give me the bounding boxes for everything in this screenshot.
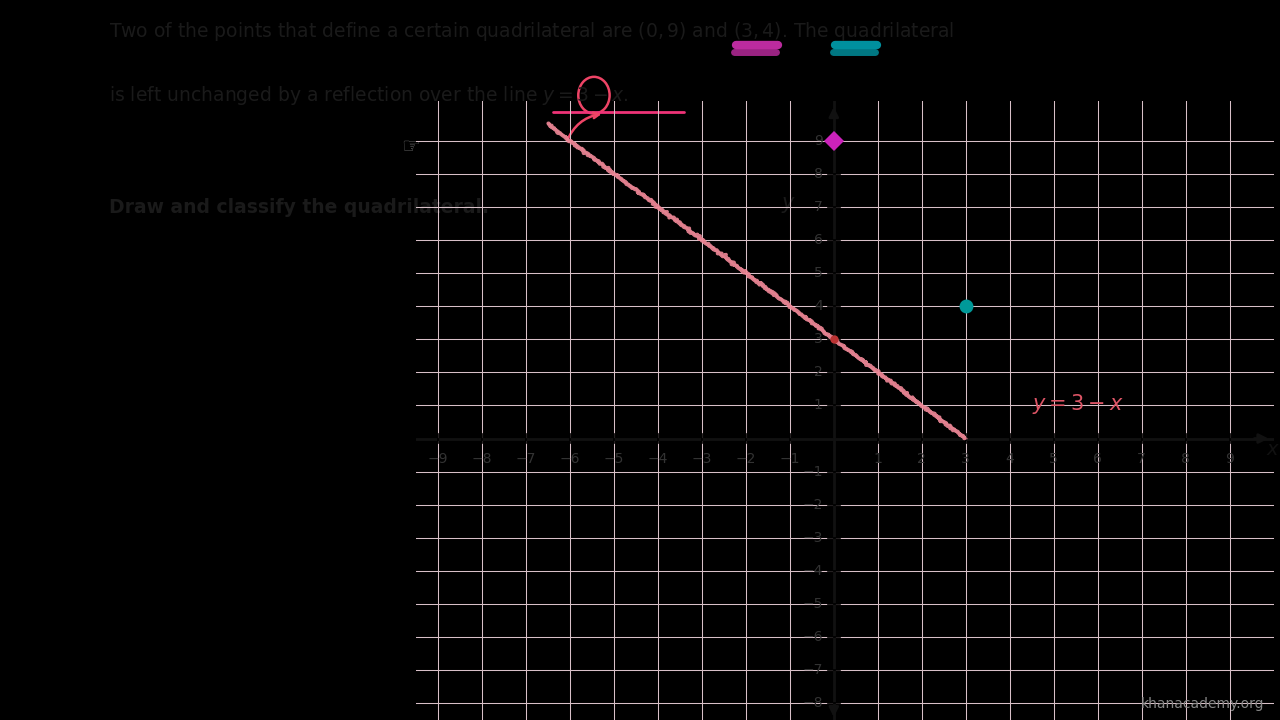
Text: 1: 1 — [873, 452, 882, 467]
Text: −1: −1 — [780, 452, 800, 467]
Text: −2: −2 — [736, 452, 756, 467]
Text: Two of the points that define a certain quadrilateral are $(0, 9)$ and $(3, 4)$.: Two of the points that define a certain … — [109, 20, 955, 43]
Text: 4: 4 — [1005, 452, 1014, 467]
Text: $y$: $y$ — [781, 195, 796, 215]
Text: $x$: $x$ — [1266, 440, 1280, 459]
Text: 3: 3 — [814, 332, 823, 346]
Text: −3: −3 — [803, 531, 823, 545]
Text: ☞: ☞ — [401, 137, 420, 157]
Text: 2: 2 — [918, 452, 927, 467]
Text: 6: 6 — [1093, 452, 1102, 467]
Text: −8: −8 — [472, 452, 493, 467]
Text: 4: 4 — [814, 299, 823, 313]
Text: 5: 5 — [1050, 452, 1059, 467]
Text: −5: −5 — [803, 597, 823, 611]
Text: 7: 7 — [814, 199, 823, 214]
Text: −2: −2 — [803, 498, 823, 512]
Text: −6: −6 — [803, 630, 823, 644]
Text: −7: −7 — [803, 663, 823, 678]
Text: −1: −1 — [803, 464, 823, 479]
Text: 5: 5 — [814, 266, 823, 280]
Text: 8: 8 — [814, 166, 823, 181]
Text: 6: 6 — [814, 233, 823, 247]
Text: −8: −8 — [803, 696, 823, 711]
Text: 2: 2 — [814, 365, 823, 379]
Text: −3: −3 — [691, 452, 712, 467]
Text: 8: 8 — [1181, 452, 1190, 467]
Text: −9: −9 — [428, 452, 448, 467]
Text: $y = 3 - x$: $y = 3 - x$ — [1032, 392, 1124, 416]
Text: 9: 9 — [1225, 452, 1234, 467]
Text: −4: −4 — [803, 564, 823, 578]
Text: Draw and classify the quadrilateral.: Draw and classify the quadrilateral. — [109, 199, 489, 217]
Text: 3: 3 — [961, 452, 970, 467]
Text: −4: −4 — [648, 452, 668, 467]
Text: −5: −5 — [604, 452, 625, 467]
Text: 1: 1 — [814, 398, 823, 413]
Text: −6: −6 — [559, 452, 580, 467]
Text: 7: 7 — [1138, 452, 1146, 467]
Text: 9: 9 — [814, 133, 823, 148]
Text: −7: −7 — [516, 452, 536, 467]
Text: khanacademy.org: khanacademy.org — [1142, 698, 1265, 711]
Text: is left unchanged by a reflection over the line $y = 3 - x$.: is left unchanged by a reflection over t… — [109, 84, 628, 107]
